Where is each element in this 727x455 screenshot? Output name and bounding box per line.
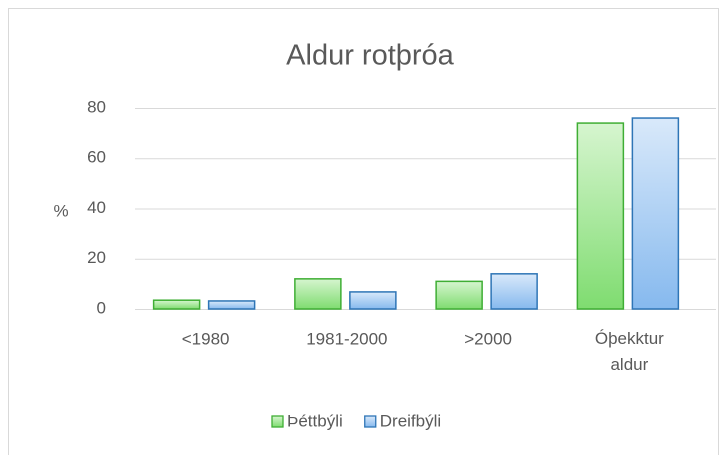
bar bbox=[294, 278, 342, 310]
x-tick-label: Óþekktur aldur bbox=[595, 329, 664, 374]
x-tick-label: 1981-2000 bbox=[306, 329, 387, 348]
y-tick-label: 40 bbox=[87, 198, 106, 217]
legend-swatch bbox=[364, 415, 377, 428]
y-tick-label: 0 bbox=[97, 298, 106, 317]
x-tick-label: >2000 bbox=[464, 329, 512, 348]
y-tick-label: 80 bbox=[87, 97, 106, 116]
bar bbox=[631, 117, 680, 310]
chart-title: Aldur rotþróa bbox=[286, 40, 455, 72]
bar bbox=[490, 273, 538, 310]
bar bbox=[349, 291, 397, 310]
bar bbox=[152, 299, 201, 310]
y-tick-label: 20 bbox=[87, 248, 106, 267]
legend-label: Dreifbýli bbox=[380, 411, 441, 430]
bar bbox=[435, 280, 483, 310]
y-axis-label: % bbox=[53, 201, 68, 220]
legend-swatch bbox=[271, 415, 284, 428]
legend-label: Þéttbýli bbox=[287, 411, 343, 430]
bar bbox=[207, 300, 256, 310]
x-tick-label: <1980 bbox=[182, 329, 230, 348]
y-tick-label: 60 bbox=[87, 148, 106, 167]
bar bbox=[576, 122, 625, 310]
